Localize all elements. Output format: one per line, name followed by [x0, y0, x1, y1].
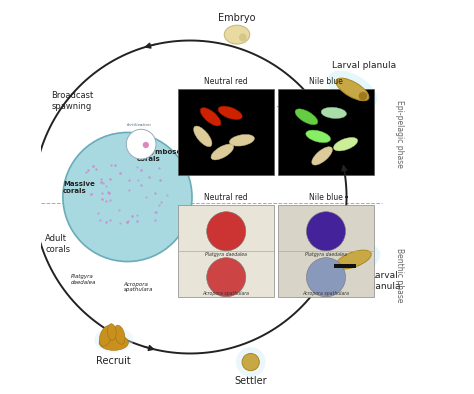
Ellipse shape	[334, 138, 358, 151]
Text: Settler: Settler	[234, 376, 267, 386]
Text: Adult
corals: Adult corals	[46, 234, 71, 254]
Text: Corymbose
corals: Corymbose corals	[137, 149, 182, 162]
Text: Nile blue: Nile blue	[309, 193, 343, 202]
Ellipse shape	[229, 134, 255, 146]
Text: Larval planula: Larval planula	[332, 61, 396, 71]
Circle shape	[207, 258, 246, 297]
FancyBboxPatch shape	[178, 205, 274, 297]
Ellipse shape	[328, 71, 377, 108]
Circle shape	[242, 353, 259, 371]
Text: Acropora spathulara: Acropora spathulara	[302, 291, 349, 296]
Ellipse shape	[239, 33, 247, 41]
Ellipse shape	[94, 327, 133, 353]
Text: Massive
corals: Massive corals	[63, 181, 95, 194]
Text: Neutral red: Neutral red	[204, 193, 248, 202]
Circle shape	[63, 132, 192, 262]
Text: Neutral red: Neutral red	[204, 77, 248, 86]
Text: Benthic phase: Benthic phase	[395, 248, 404, 303]
Ellipse shape	[193, 126, 212, 147]
Circle shape	[236, 347, 265, 377]
Ellipse shape	[336, 250, 371, 269]
Circle shape	[307, 258, 346, 297]
Ellipse shape	[108, 324, 116, 340]
Text: Platgyra daedalea: Platgyra daedalea	[205, 253, 247, 257]
Ellipse shape	[295, 109, 318, 125]
Ellipse shape	[321, 107, 346, 119]
FancyBboxPatch shape	[178, 89, 274, 175]
Text: Acropora spathulara: Acropora spathulara	[203, 291, 250, 296]
FancyBboxPatch shape	[278, 89, 374, 175]
Ellipse shape	[312, 147, 332, 165]
Ellipse shape	[200, 108, 221, 126]
Text: fertilization: fertilization	[127, 123, 152, 126]
Text: Recruit: Recruit	[96, 355, 131, 366]
Ellipse shape	[114, 325, 125, 344]
Circle shape	[307, 212, 346, 251]
Ellipse shape	[218, 106, 242, 120]
Ellipse shape	[306, 130, 330, 143]
Ellipse shape	[359, 92, 367, 100]
Text: Acropora
spathulara: Acropora spathulara	[124, 282, 153, 292]
Text: Embryo: Embryo	[218, 13, 256, 23]
Text: Epi-pelagic phase: Epi-pelagic phase	[395, 100, 404, 168]
FancyBboxPatch shape	[334, 264, 356, 268]
Text: Platgyra daedalea: Platgyra daedalea	[305, 253, 347, 257]
Ellipse shape	[224, 25, 250, 44]
Circle shape	[207, 212, 246, 251]
Ellipse shape	[324, 244, 381, 279]
Circle shape	[126, 129, 156, 159]
Text: Larval
planula: Larval planula	[367, 271, 401, 291]
Ellipse shape	[99, 335, 128, 350]
FancyBboxPatch shape	[278, 205, 374, 297]
Text: Broadcast
spawning: Broadcast spawning	[51, 91, 93, 111]
Text: Nile blue: Nile blue	[309, 77, 343, 86]
Ellipse shape	[211, 144, 234, 160]
Ellipse shape	[336, 78, 369, 101]
Ellipse shape	[100, 325, 112, 346]
Circle shape	[143, 142, 149, 148]
Text: Platgyra
daedalea: Platgyra daedalea	[71, 274, 96, 284]
